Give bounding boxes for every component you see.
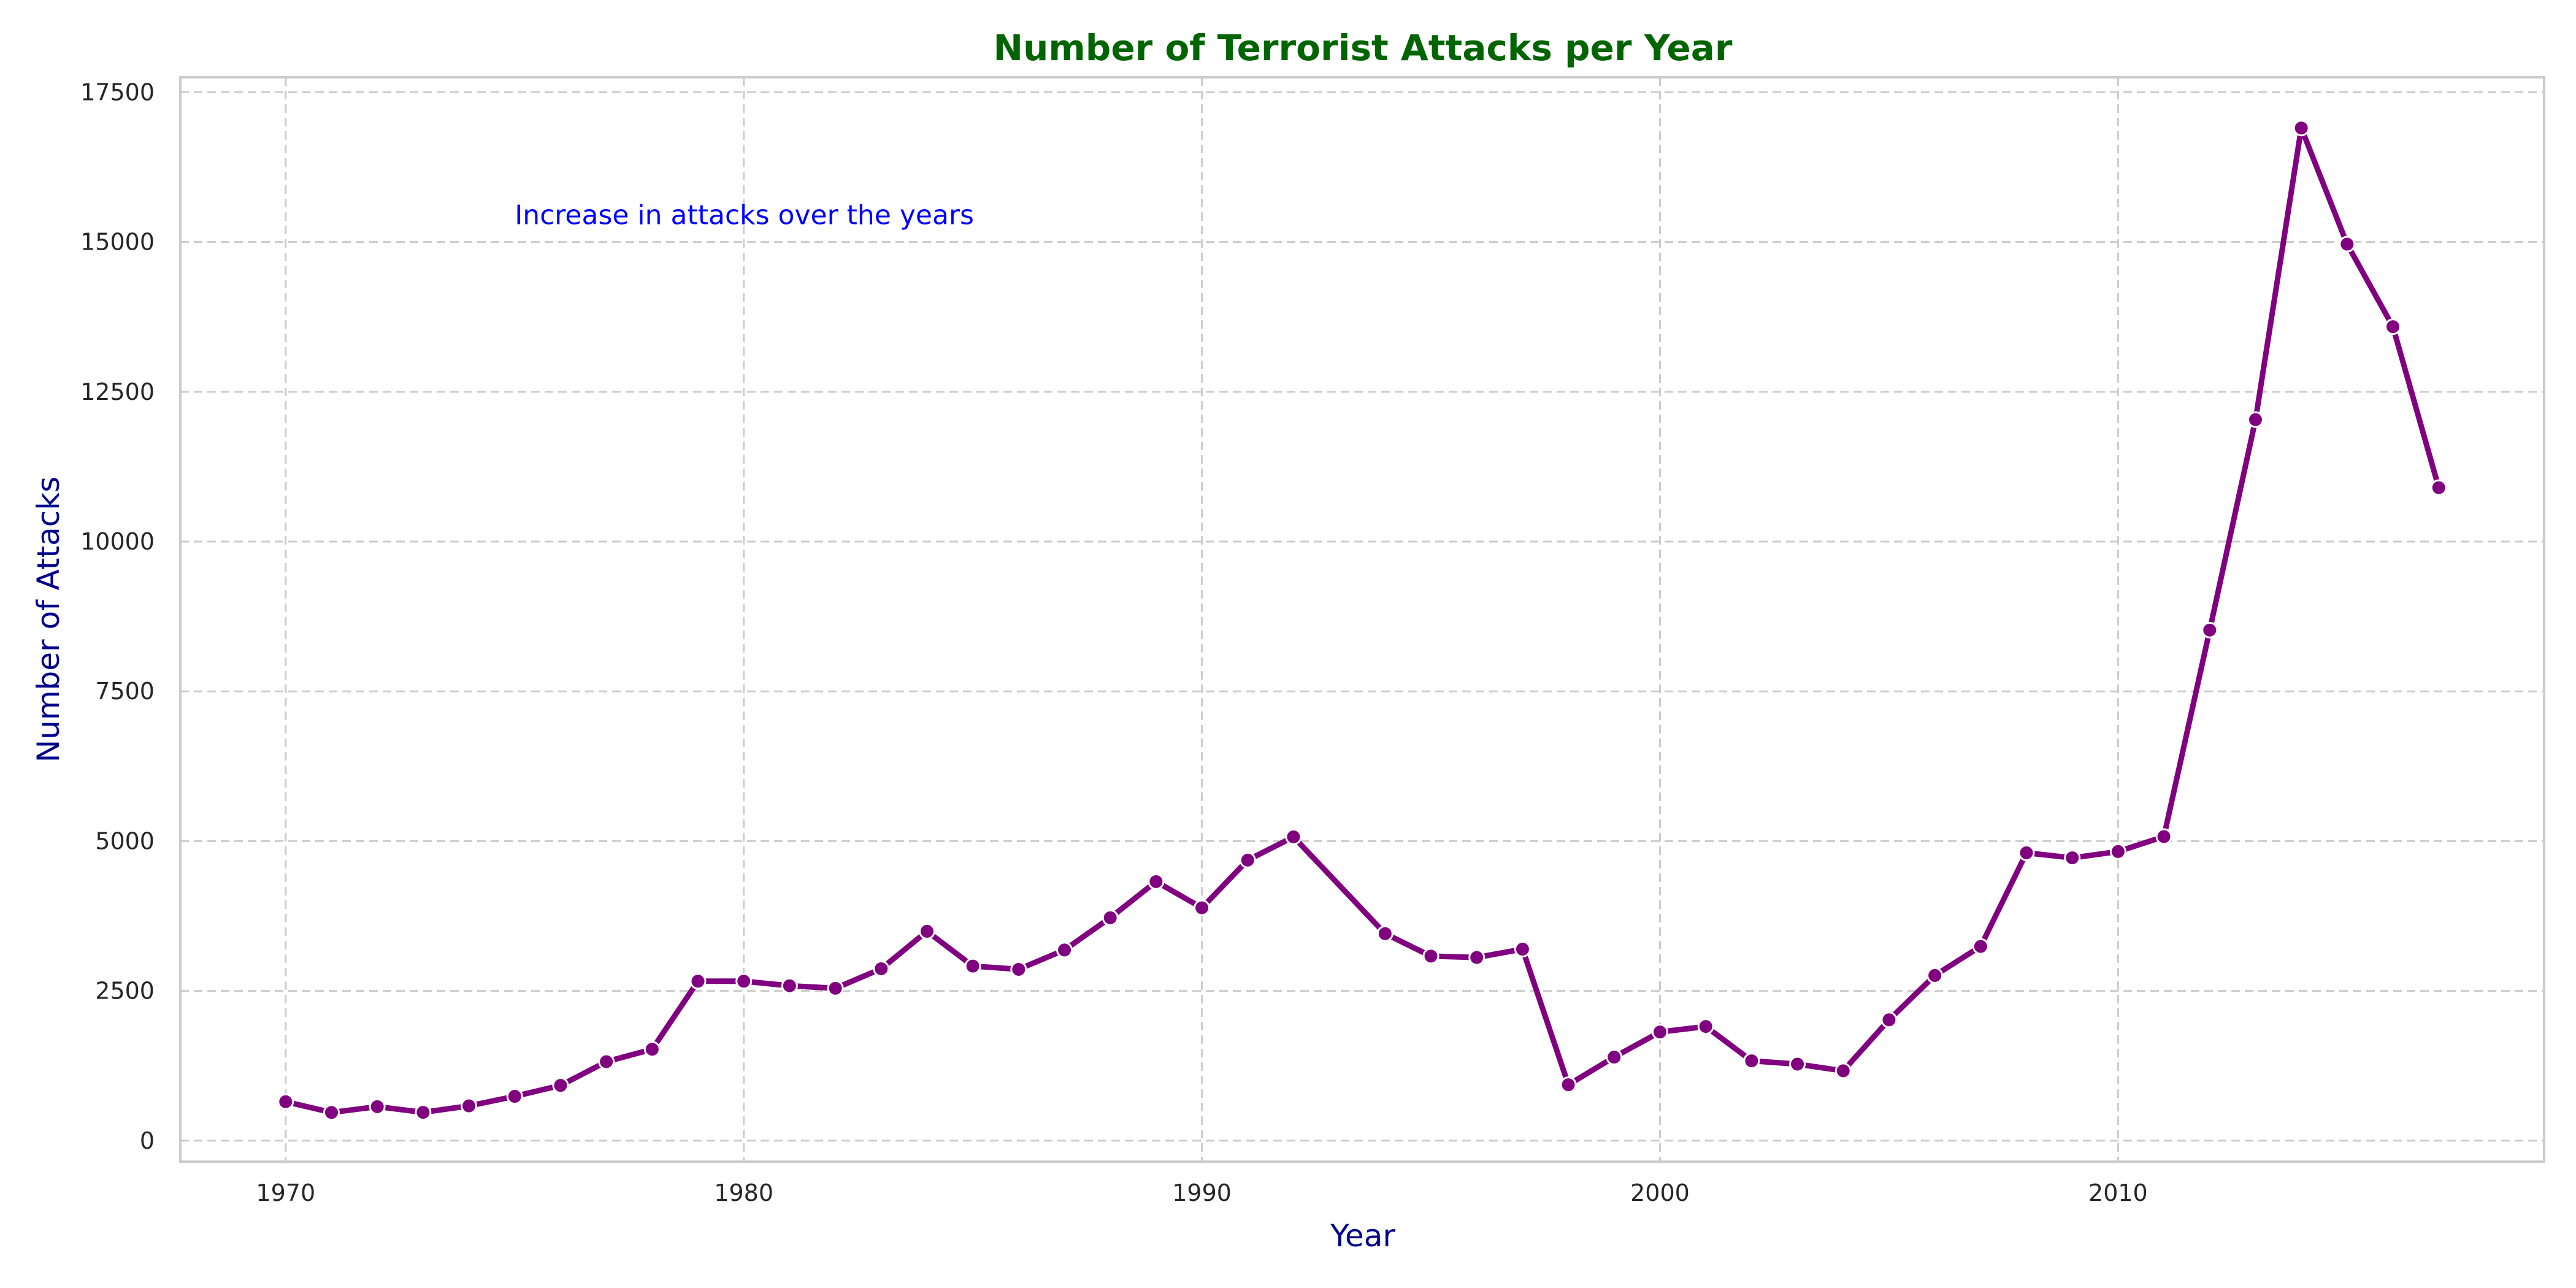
y-tick-label: 5000 bbox=[95, 827, 155, 854]
x-tick-label: 1970 bbox=[256, 1179, 315, 1206]
data-point bbox=[2293, 120, 2310, 137]
data-point bbox=[1422, 948, 1439, 965]
data-point bbox=[1239, 851, 1256, 868]
data-point bbox=[277, 1093, 294, 1110]
data-point bbox=[735, 973, 753, 990]
data-point bbox=[1743, 1052, 1760, 1070]
data-point bbox=[1194, 899, 1211, 916]
data-point bbox=[1880, 1011, 1898, 1029]
y-axis-title: Number of Attacks bbox=[31, 477, 66, 763]
data-point bbox=[2385, 318, 2402, 335]
data-point bbox=[1834, 1062, 1852, 1079]
plot-frame bbox=[179, 76, 2545, 1163]
data-point bbox=[1468, 949, 1485, 966]
data-point bbox=[781, 977, 798, 994]
y-tick-label: 10000 bbox=[80, 528, 155, 555]
data-point bbox=[323, 1104, 340, 1121]
data-point bbox=[1514, 941, 1531, 958]
y-tick-label: 15000 bbox=[80, 229, 155, 256]
chart-title: Number of Terrorist Attacks per Year bbox=[994, 27, 1733, 69]
data-point bbox=[2018, 844, 2035, 861]
data-point bbox=[2430, 479, 2447, 496]
x-axis-title: Year bbox=[1330, 1218, 1395, 1254]
data-point bbox=[1789, 1056, 1806, 1073]
data-point bbox=[918, 922, 935, 940]
data-point bbox=[873, 960, 890, 977]
data-point bbox=[1285, 828, 1302, 845]
data-point bbox=[2247, 411, 2264, 428]
data-point bbox=[2339, 236, 2356, 253]
data-point bbox=[643, 1041, 661, 1058]
data-point bbox=[1102, 909, 1119, 926]
data-point bbox=[1056, 941, 1073, 959]
data-point bbox=[1560, 1076, 1577, 1094]
data-point bbox=[1926, 967, 1944, 984]
data-point bbox=[1010, 960, 1027, 978]
data-point bbox=[2064, 849, 2081, 867]
data-point bbox=[1148, 873, 1165, 890]
y-tick-label: 17500 bbox=[80, 79, 155, 105]
data-point bbox=[415, 1104, 432, 1121]
y-tick-label: 2500 bbox=[95, 978, 155, 1005]
y-tick-label: 7500 bbox=[95, 678, 155, 705]
data-point bbox=[1651, 1024, 1668, 1041]
series-layer bbox=[277, 120, 2447, 1121]
data-point bbox=[1606, 1049, 1623, 1066]
data-point bbox=[964, 957, 981, 975]
data-point bbox=[1697, 1018, 1714, 1035]
tick-labels: 1970 1980 1990 2000 2010 0 2500 5000 7500 10000 12… bbox=[80, 79, 2148, 1206]
x-tick-label: 1980 bbox=[714, 1179, 773, 1206]
y-tick-label: 12500 bbox=[80, 378, 155, 405]
x-tick-label: 1990 bbox=[1172, 1179, 1232, 1206]
data-point bbox=[598, 1053, 615, 1070]
data-point bbox=[506, 1088, 523, 1105]
data-point bbox=[2201, 621, 2218, 638]
chart-annotation: Increase in attacks over the years bbox=[515, 199, 974, 231]
x-tick-label: 2010 bbox=[2088, 1179, 2148, 1206]
data-point bbox=[369, 1098, 386, 1115]
data-point bbox=[827, 979, 844, 997]
y-tick-label: 0 bbox=[140, 1127, 155, 1154]
data-point bbox=[1376, 925, 1393, 942]
data-point bbox=[2155, 828, 2172, 845]
data-point bbox=[2109, 843, 2126, 860]
x-tick-label: 2000 bbox=[1630, 1179, 1690, 1206]
grid-layer bbox=[180, 77, 2544, 1162]
data-point bbox=[1972, 938, 1989, 955]
data-point bbox=[689, 973, 707, 990]
data-point bbox=[461, 1097, 478, 1114]
data-point bbox=[552, 1077, 569, 1094]
